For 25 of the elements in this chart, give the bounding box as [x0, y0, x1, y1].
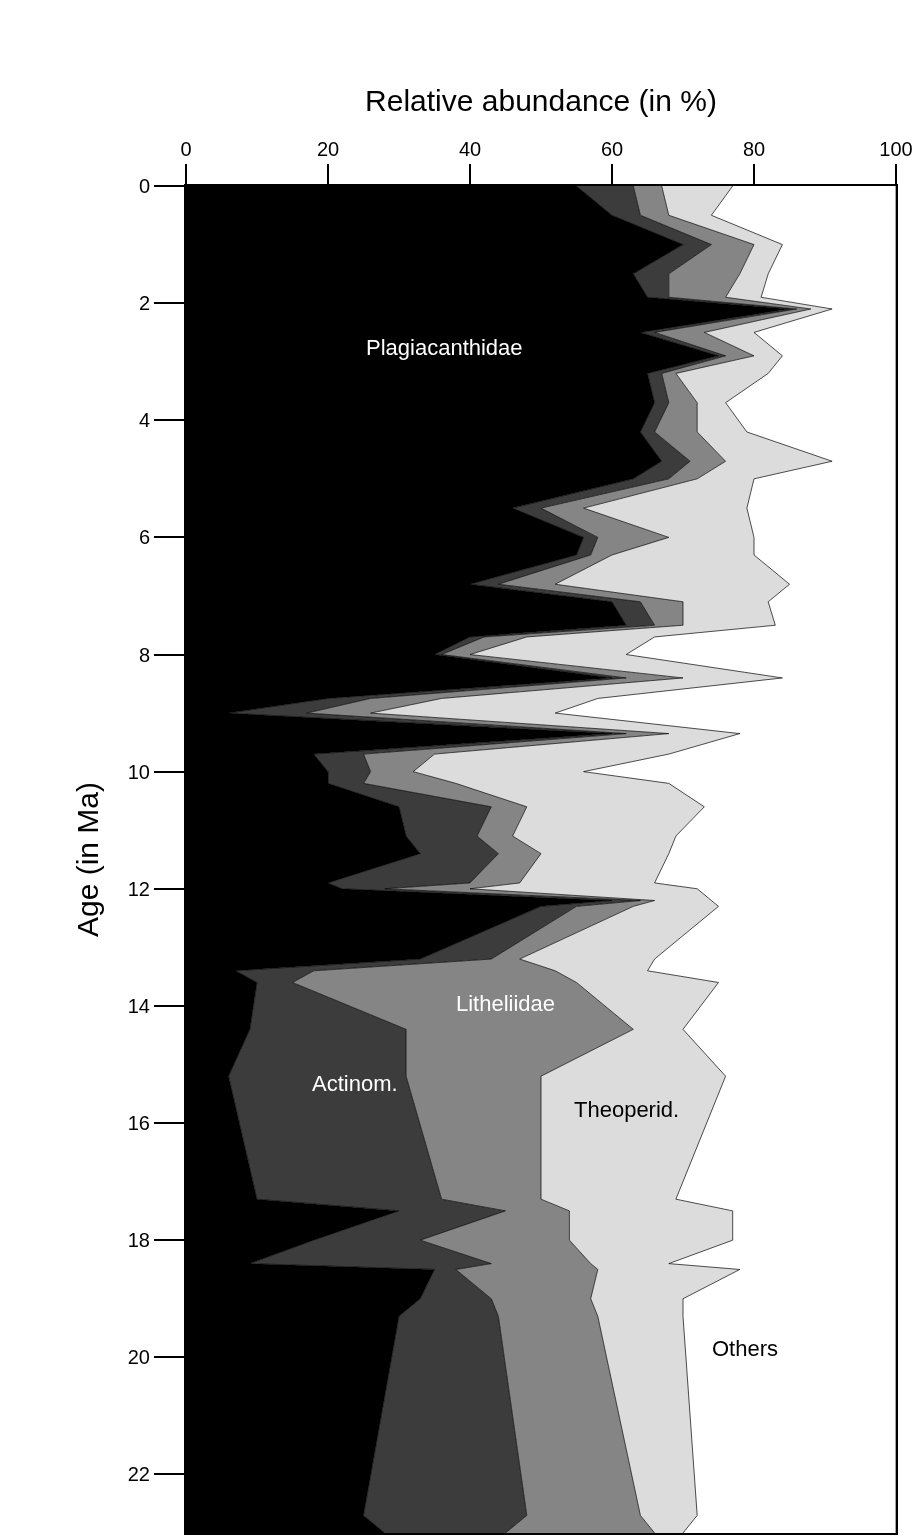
series-label: Actinom.	[312, 1071, 398, 1096]
series-label: Litheliidae	[456, 991, 556, 1016]
x-axis-title: Relative abundance (in %)	[365, 83, 717, 117]
y-tick-label: 16	[127, 1112, 150, 1135]
x-tick-label: 60	[600, 138, 624, 160]
series-label: Others	[712, 1336, 779, 1361]
y-tick-label: 8	[138, 643, 150, 666]
x-tick-label: 40	[458, 138, 482, 160]
y-tick-label: 20	[127, 1346, 150, 1369]
x-tick-label: 20	[316, 138, 340, 160]
y-tick-label: 4	[138, 409, 150, 432]
series-label: Plagiacanthidae	[366, 335, 523, 360]
y-tick-label: 6	[138, 526, 150, 549]
y-tick-label: 12	[127, 877, 150, 900]
y-tick-label: 0	[138, 175, 150, 197]
x-tick-label: 0	[180, 138, 192, 160]
x-tick-label: 80	[742, 138, 766, 160]
y-axis-title: Age (in Ma)	[71, 781, 105, 938]
y-tick-label: 18	[127, 1229, 150, 1252]
y-tick-label: 2	[138, 292, 150, 315]
x-tick-label: 100	[879, 138, 913, 160]
y-tick-label: 10	[127, 760, 150, 783]
series-label: Theoperid.	[574, 1097, 680, 1122]
y-tick-label: 14	[127, 994, 150, 1017]
y-tick-label: 22	[127, 1463, 150, 1486]
